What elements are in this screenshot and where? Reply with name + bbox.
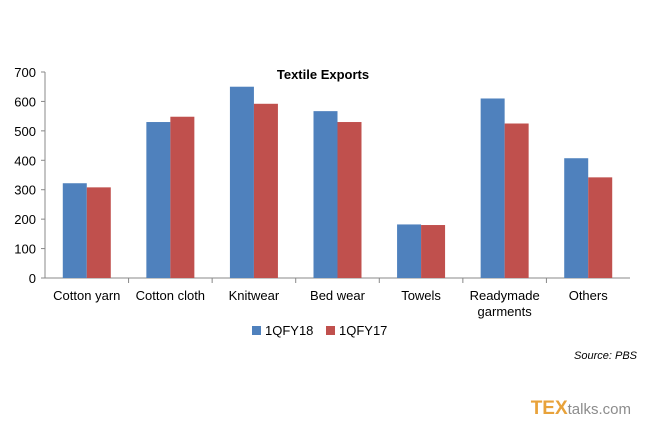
x-tick-label-line: Cotton yarn bbox=[53, 288, 120, 303]
bar bbox=[480, 98, 505, 278]
bar bbox=[397, 224, 422, 278]
x-tick-label-line: Others bbox=[569, 288, 609, 303]
bars-group bbox=[62, 86, 613, 279]
bar bbox=[253, 103, 278, 278]
legend-swatch bbox=[252, 326, 261, 335]
x-tick-label: Others bbox=[569, 288, 609, 303]
bar bbox=[146, 122, 171, 279]
bar bbox=[229, 86, 254, 278]
x-tick-label: Readymade garments bbox=[470, 288, 540, 319]
x-tick-label: Towels bbox=[401, 288, 441, 303]
legend-label: 1QFY17 bbox=[339, 323, 387, 338]
x-tick-label-line: Knitwear bbox=[229, 288, 280, 303]
x-tick-label-line: garments bbox=[478, 304, 533, 319]
x-tick-label: Bed wear bbox=[310, 288, 366, 303]
bar bbox=[504, 123, 529, 278]
brand-logo-part2: talks.com bbox=[568, 401, 631, 418]
x-tick-label: Knitwear bbox=[229, 288, 280, 303]
bar bbox=[564, 158, 589, 278]
y-tick-label: 500 bbox=[14, 124, 36, 139]
bar bbox=[421, 225, 446, 278]
y-tick-label: 300 bbox=[14, 183, 36, 198]
x-tick-label-line: Readymade bbox=[470, 288, 540, 303]
brand-logo: TEXtalks.com bbox=[531, 398, 631, 419]
y-tick-label: 100 bbox=[14, 242, 36, 257]
y-tick-label: 600 bbox=[14, 94, 36, 109]
legend-swatch bbox=[326, 326, 335, 335]
brand-logo-part1: TEX bbox=[531, 398, 568, 419]
bar bbox=[86, 187, 111, 278]
legend-label: 1QFY18 bbox=[265, 323, 313, 338]
bar bbox=[588, 177, 613, 278]
x-tick-label: Cotton yarn bbox=[53, 288, 120, 303]
x-tick-label-line: Towels bbox=[401, 288, 441, 303]
y-tick-label: 200 bbox=[14, 212, 36, 227]
y-tick-label: 0 bbox=[29, 271, 36, 286]
y-axis-ticks: 0 100 200 300 400 500 600 700 bbox=[14, 65, 45, 286]
y-tick-label: 400 bbox=[14, 153, 36, 168]
chart-title: Textile Exports bbox=[277, 67, 369, 82]
bar bbox=[170, 116, 195, 278]
x-tick-label: Cotton cloth bbox=[136, 288, 205, 303]
bar bbox=[62, 183, 87, 278]
x-tick-label-line: Cotton cloth bbox=[136, 288, 205, 303]
legend: 1QFY18 1QFY17 bbox=[252, 323, 387, 338]
category-labels: Cotton yarn Cotton cloth Knitwear Bed wear T… bbox=[53, 278, 608, 319]
bar bbox=[337, 122, 362, 279]
y-tick-label: 700 bbox=[14, 65, 36, 80]
bar bbox=[313, 111, 338, 278]
source-note: Source: PBS bbox=[574, 350, 638, 362]
x-tick-label-line: Bed wear bbox=[310, 288, 366, 303]
